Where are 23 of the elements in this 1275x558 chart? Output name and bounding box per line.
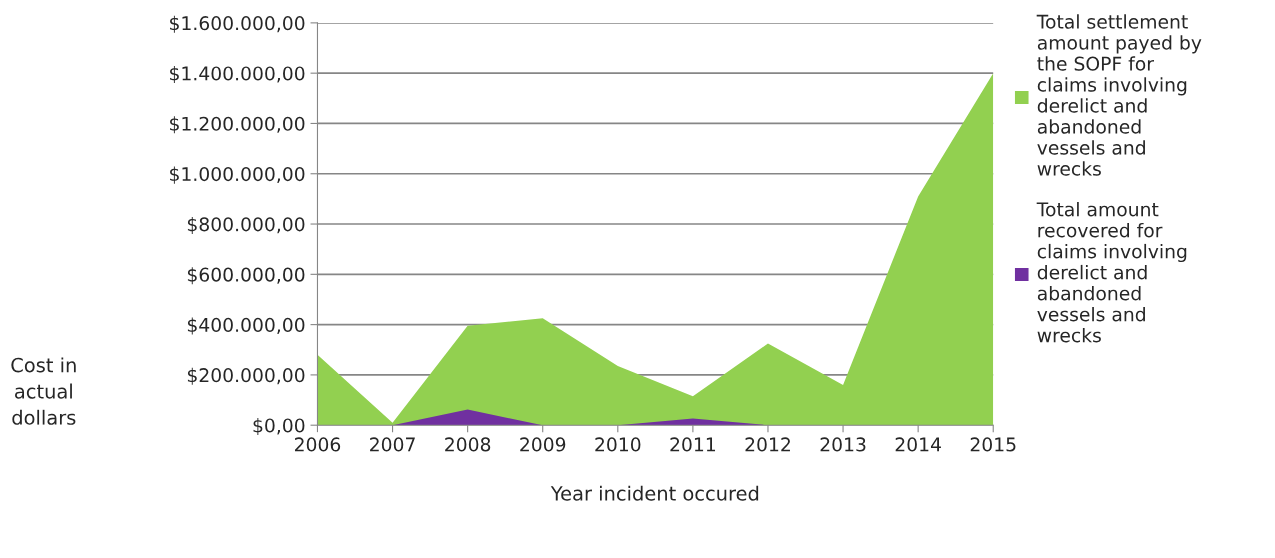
y-tick-label: $0,00 [253,418,305,436]
x-tick-label: 2013 [820,437,866,452]
x-tick-label: 2008 [445,437,491,452]
x-tick-label: 2011 [670,437,716,452]
y-tick-label: $1.200.000,00 [170,116,305,134]
y-axis-title: Cost in actual dollars [11,357,76,425]
legend-label: Total settlement amount payed by the SOPF for claims involving derelict and abandoned vessels and wrecks [1036,14,1202,176]
x-tick-label: 2010 [595,437,641,452]
x-tick-label: 2012 [745,437,790,452]
x-tick-label: 2006 [294,437,341,452]
legend-label: Total amount recovered for claims involving derelict and abandoned vessels and wrecks [1036,201,1187,343]
x-tick-label: 2007 [370,437,415,452]
y-tick-label: $1.400.000,00 [170,66,305,84]
x-axis-title: Year incident occured [550,485,759,501]
y-tick-label: $1.600.000,00 [170,15,305,33]
y-tick-label: $400.000,00 [187,317,305,335]
y-tick-label: $1.000.000,00 [170,166,305,184]
x-tick-label: 2009 [520,437,566,452]
y-tick-label: $600.000,00 [187,267,305,285]
y-tick-label: $800.000,00 [187,216,305,234]
x-tick-label: 2014 [895,437,941,452]
x-tick-label: 2015 [970,437,1016,452]
y-tick-label: $200.000,00 [187,367,305,385]
